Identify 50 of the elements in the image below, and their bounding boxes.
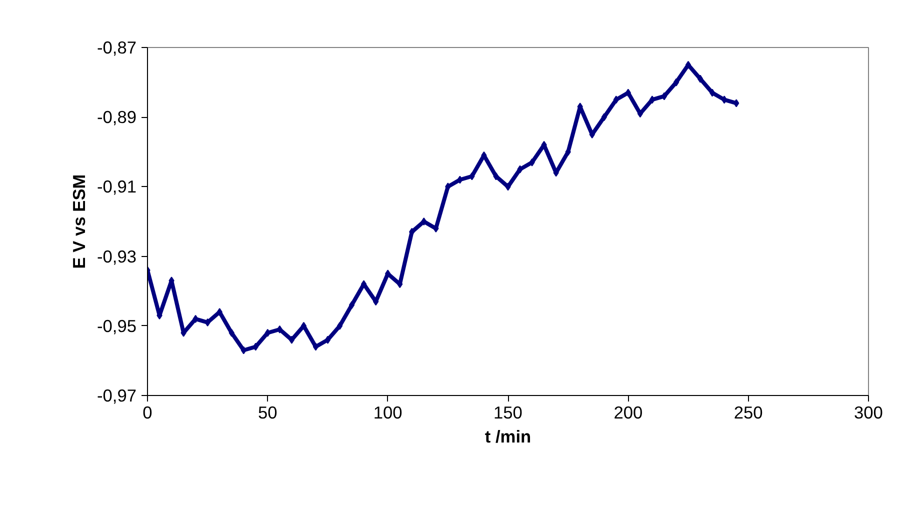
x-tick-label: 100 <box>373 402 402 422</box>
point <box>336 322 343 330</box>
point <box>324 336 331 344</box>
point <box>300 322 307 330</box>
point <box>721 96 728 104</box>
point <box>601 113 607 122</box>
point <box>469 172 475 180</box>
point <box>264 328 270 337</box>
x-tick-label: 150 <box>494 402 522 422</box>
x-axis-title: t /min <box>484 426 532 446</box>
point <box>661 92 668 100</box>
x-tick-label: 0 <box>142 402 152 422</box>
y-tick-label: -0,91 <box>97 176 137 197</box>
y-tick-label: -0,87 <box>97 38 137 58</box>
point <box>697 74 704 83</box>
point <box>637 110 644 118</box>
point <box>709 88 716 97</box>
point <box>288 336 295 344</box>
point <box>649 96 656 104</box>
point <box>216 308 222 316</box>
x-tick-label: 300 <box>854 402 883 422</box>
y-axis-title: E V vs ESM <box>69 174 90 269</box>
point <box>625 88 631 97</box>
point <box>252 342 258 351</box>
point <box>733 99 740 108</box>
point <box>493 172 499 180</box>
x-tick-label: 200 <box>614 402 643 422</box>
x-tick-label: 250 <box>734 402 763 422</box>
x-tick-label: 50 <box>258 402 278 422</box>
y-tick-label: -0,97 <box>97 386 137 406</box>
point <box>228 328 234 337</box>
point <box>385 270 391 278</box>
y-tick-label: -0,95 <box>97 316 137 336</box>
point <box>276 325 283 334</box>
y-tick-label: -0,93 <box>97 246 137 266</box>
point <box>505 182 511 191</box>
point <box>517 165 523 174</box>
point <box>685 60 692 69</box>
point <box>360 280 367 288</box>
point <box>613 96 619 104</box>
point <box>240 346 246 354</box>
point <box>673 78 680 86</box>
point <box>348 301 355 310</box>
point <box>312 342 319 351</box>
point <box>421 218 427 226</box>
y-tick-label: -0,89 <box>97 107 137 128</box>
point <box>204 318 210 326</box>
point <box>192 314 198 323</box>
point <box>457 176 463 184</box>
point <box>529 158 535 166</box>
